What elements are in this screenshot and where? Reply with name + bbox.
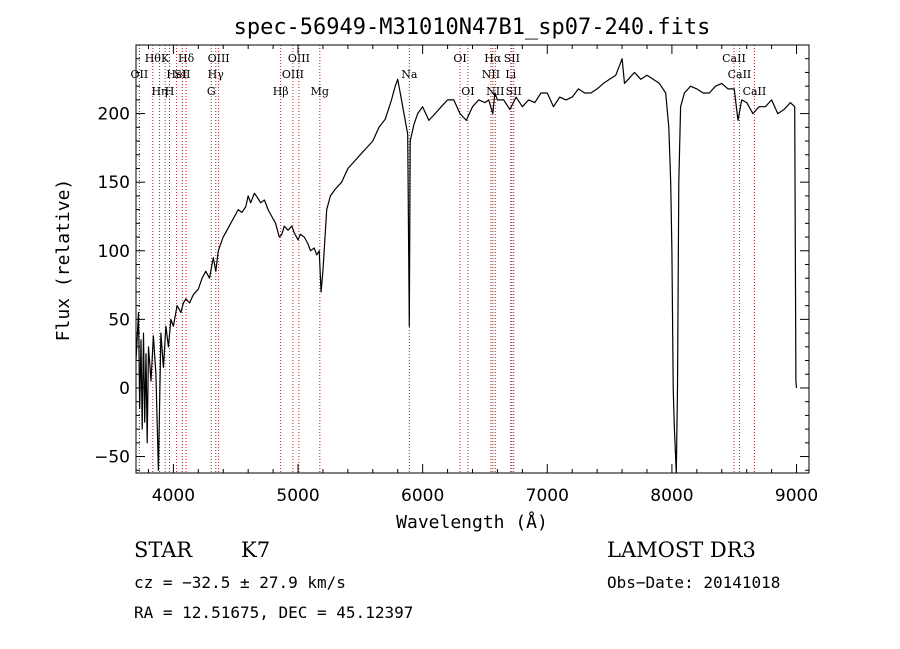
line-marker-label: OIII: [208, 52, 230, 65]
line-marker-label: Hα: [484, 52, 502, 65]
line-marker-label: NII: [486, 85, 504, 98]
x-axis-title: Wavelength (Å): [396, 511, 548, 533]
x-axis: 4000 5000 6000 7000 8000 9000: [147, 45, 818, 506]
line-marker-label: OII: [131, 68, 149, 81]
y-tick-label: 100: [98, 242, 130, 262]
line-marker-label: CaII: [728, 68, 752, 81]
line-marker-label: OI: [461, 85, 474, 98]
spectrum-series: [135, 58, 798, 474]
line-marker-label: Hη: [151, 85, 167, 98]
line-marker-label: Li: [505, 68, 516, 81]
line-marker-label: SII: [504, 52, 520, 65]
line-marker-label: NII: [482, 68, 500, 81]
y-tick-label: 150: [98, 173, 130, 193]
x-tick-label: 5000: [276, 486, 319, 506]
sky-coordinates: RA = 12.51675, DEC = 45.12397: [134, 603, 414, 622]
redshift-velocity: cz = −32.5 ± 27.9 km/s: [134, 573, 346, 592]
survey-name: LAMOST DR3: [607, 538, 756, 562]
x-tick-label: 6000: [401, 486, 444, 506]
object-class: STAR: [134, 538, 193, 562]
y-axis-title: Flux (relative): [53, 179, 74, 342]
line-marker-label: Hθ: [145, 52, 162, 65]
line-marker-label: SII: [174, 68, 190, 81]
line-marker-label: CaII: [743, 85, 767, 98]
x-tick-label: 7000: [526, 486, 569, 506]
line-marker-label: Hδ: [178, 52, 195, 65]
line-marker-label: K: [161, 52, 170, 65]
spectral-subclass: K7: [241, 538, 271, 562]
chart-title: spec-56949-M31010N47B1_sp07-240.fits: [234, 15, 711, 40]
y-axis: −50 0 50 100 150 200: [94, 58, 809, 471]
observation-date: Obs−Date: 20141018: [607, 573, 781, 592]
y-tick-label: 0: [119, 379, 130, 399]
line-marker-label: CaII: [722, 52, 746, 65]
spectrum-line-0: [135, 58, 798, 474]
spectral-line-labels: OIIHθHηKHHeISIIHδGHγOIIIHβOIIIOIIIMgNaOI…: [131, 52, 767, 98]
line-marker-label: H: [165, 85, 175, 98]
spectral-line-markers: [138, 45, 755, 473]
y-tick-label: 50: [108, 310, 130, 330]
y-tick-label: 200: [98, 105, 130, 125]
line-marker-label: Na: [401, 68, 418, 81]
x-tick-label: 9000: [775, 486, 818, 506]
line-marker-label: OI: [453, 52, 466, 65]
line-marker-label: Hγ: [208, 68, 225, 81]
x-tick-label: 4000: [152, 486, 195, 506]
line-marker-label: SII: [506, 85, 522, 98]
line-marker-label: HeI: [166, 68, 186, 81]
line-marker-label: Hβ: [273, 85, 289, 98]
line-marker-label: OIII: [288, 52, 310, 65]
y-tick-label: −50: [94, 448, 130, 468]
plot-frame: [135, 44, 810, 474]
line-marker-label: OIII: [282, 68, 304, 81]
line-marker-label: G: [207, 85, 216, 98]
line-marker-label: Mg: [311, 85, 329, 98]
x-tick-label: 8000: [650, 486, 693, 506]
